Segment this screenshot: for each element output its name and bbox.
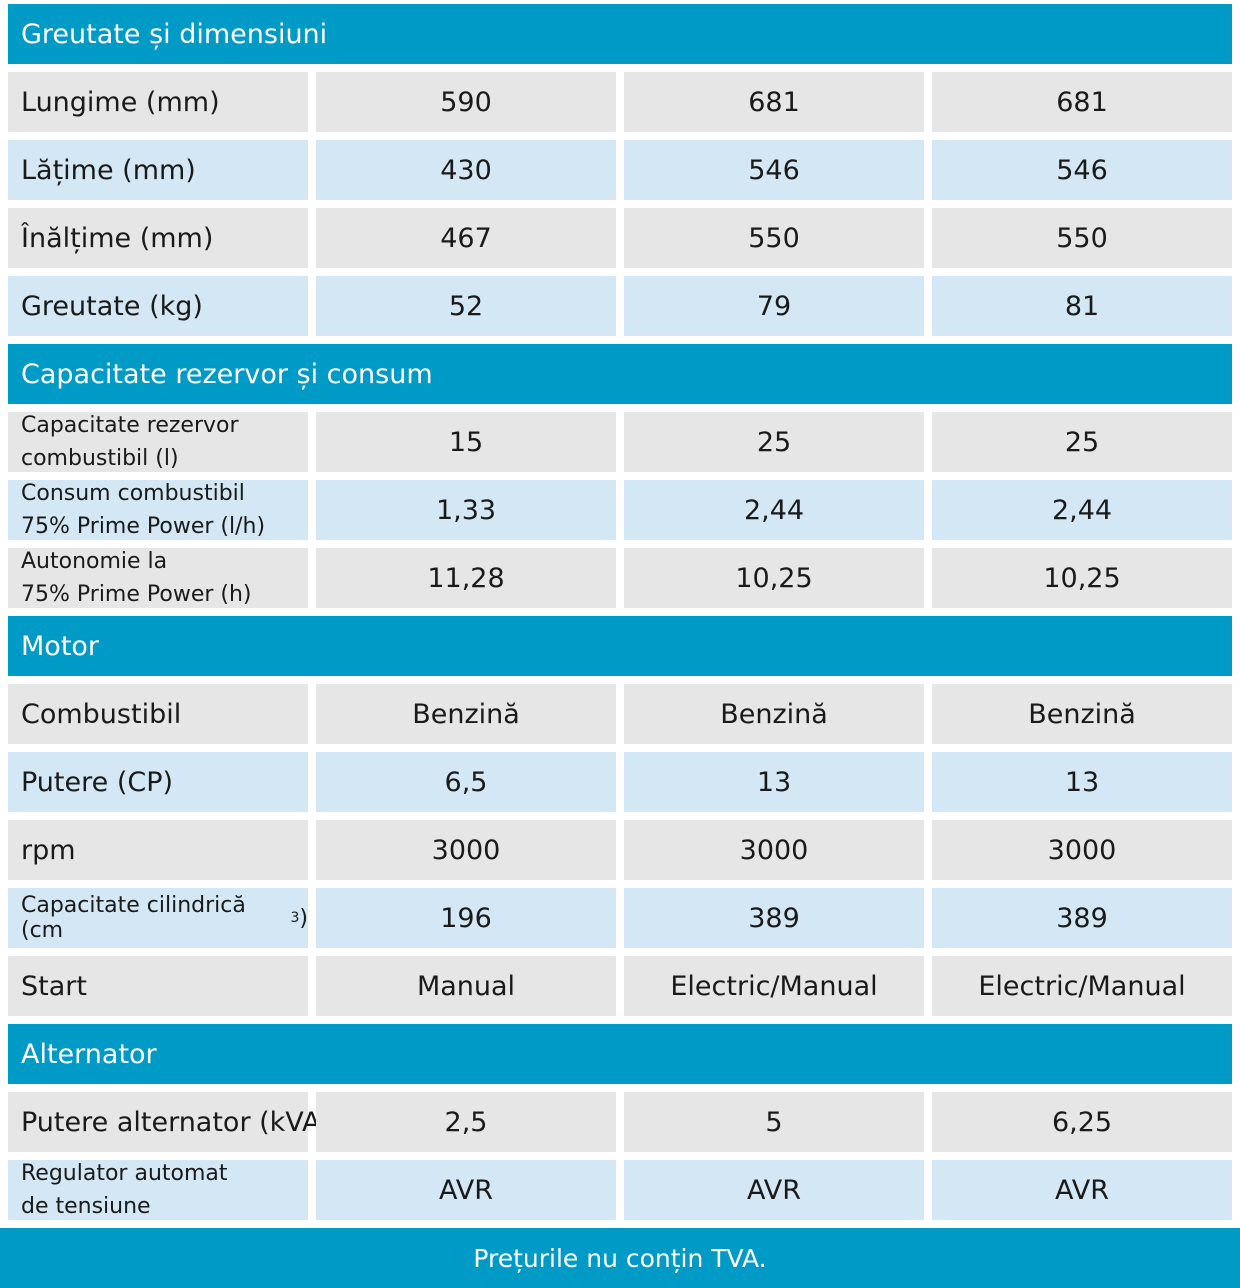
value-cell-model-3: 550 [932, 208, 1232, 268]
value-cell-model-3: Benzină [932, 684, 1232, 744]
table-row-rpm: rpm 3000 3000 3000 [8, 820, 1232, 880]
value-cell-model-1: 3000 [316, 820, 616, 880]
value-cell-model-1: 2,5 [316, 1092, 616, 1152]
row-label-superscript: 3 [290, 910, 300, 926]
value-cell-model-2: Benzină [624, 684, 924, 744]
section-title: Greutate și dimensiuni [21, 18, 328, 50]
value-cell-model-1: 15 [316, 412, 616, 472]
value-cell-model-3: 6,25 [932, 1092, 1232, 1152]
value-cell-model-3: 2,44 [932, 480, 1232, 540]
row-label-close: ) [299, 905, 308, 931]
value-cell-model-2: 681 [624, 72, 924, 132]
value-cell-model-3: 10,25 [932, 548, 1232, 608]
value-cell-model-1: 11,28 [316, 548, 616, 608]
row-label: Greutate (kg) [8, 276, 308, 336]
row-label: Lățime (mm) [8, 140, 308, 200]
value-cell-model-3: 546 [932, 140, 1232, 200]
value-cell-model-2: 79 [624, 276, 924, 336]
row-label: Autonomie la 75% Prime Power (h) [8, 548, 308, 608]
value-cell-model-2: 10,25 [624, 548, 924, 608]
value-cell-model-2: 3000 [624, 820, 924, 880]
section-header-alternator: Alternator [8, 1024, 1232, 1084]
table-row-consum: Consum combustibil 75% Prime Power (l/h)… [8, 480, 1232, 540]
value-cell-model-3: AVR [932, 1160, 1232, 1220]
value-cell-model-3: 25 [932, 412, 1232, 472]
table-row-inaltime: Înălțime (mm) 467 550 550 [8, 208, 1232, 268]
section-header-motor: Motor [8, 616, 1232, 676]
value-cell-model-2: 25 [624, 412, 924, 472]
section-title: Motor [21, 630, 100, 662]
value-cell-model-1: 6,5 [316, 752, 616, 812]
row-label: Capacitate cilindrică (cm 3) [8, 888, 308, 948]
row-label: Putere alternator (kVA) [8, 1092, 331, 1152]
value-cell-model-2: 2,44 [624, 480, 924, 540]
footer-text: Prețurile nu conțin TVA. [473, 1243, 767, 1273]
value-cell-model-1: 467 [316, 208, 616, 268]
table-row-putere-alternator: Putere alternator (kVA) 2,5 5 6,25 [8, 1092, 1232, 1152]
value-cell-model-1: AVR [316, 1160, 616, 1220]
section-title: Capacitate rezervor și consum [21, 358, 433, 390]
value-cell-model-2: 389 [624, 888, 924, 948]
value-cell-model-1: 196 [316, 888, 616, 948]
value-cell-model-3: 3000 [932, 820, 1232, 880]
table-row-lungime: Lungime (mm) 590 681 681 [8, 72, 1232, 132]
row-label: Consum combustibil 75% Prime Power (l/h) [8, 480, 308, 540]
section-header-dimensions: Greutate și dimensiuni [8, 4, 1232, 64]
table-row-start: Start Manual Electric/Manual Electric/Ma… [8, 956, 1232, 1016]
value-cell-model-3: 681 [932, 72, 1232, 132]
table-row-putere: Putere (CP) 6,5 13 13 [8, 752, 1232, 812]
value-cell-model-1: Benzină [316, 684, 616, 744]
section-title: Alternator [21, 1038, 157, 1070]
table-row-latime: Lățime (mm) 430 546 546 [8, 140, 1232, 200]
value-cell-model-2: AVR [624, 1160, 924, 1220]
row-label: Lungime (mm) [8, 72, 308, 132]
value-cell-model-2: 13 [624, 752, 924, 812]
table-row-regulator: Regulator automat de tensiune AVR AVR AV… [8, 1160, 1232, 1220]
table-row-autonomie: Autonomie la 75% Prime Power (h) 11,28 1… [8, 548, 1232, 608]
value-cell-model-3: 81 [932, 276, 1232, 336]
row-label: Capacitate rezervor combustibil (l) [8, 412, 308, 472]
value-cell-model-1: 1,33 [316, 480, 616, 540]
value-cell-model-3: 389 [932, 888, 1232, 948]
value-cell-model-3: 13 [932, 752, 1232, 812]
table-row-greutate: Greutate (kg) 52 79 81 [8, 276, 1232, 336]
value-cell-model-2: 550 [624, 208, 924, 268]
row-label: Start [8, 956, 308, 1016]
table-row-capacitate-rezervor: Capacitate rezervor combustibil (l) 15 2… [8, 412, 1232, 472]
row-label: rpm [8, 820, 308, 880]
row-label-text: Capacitate cilindrică (cm [21, 893, 246, 943]
row-label: Regulator automat de tensiune [8, 1160, 308, 1220]
row-label: Înălțime (mm) [8, 208, 308, 268]
value-cell-model-2: 5 [624, 1092, 924, 1152]
value-cell-model-2: 546 [624, 140, 924, 200]
row-label: Combustibil [8, 684, 308, 744]
row-label: Putere (CP) [8, 752, 308, 812]
table-row-combustibil: Combustibil Benzină Benzină Benzină [8, 684, 1232, 744]
value-cell-model-1: Manual [316, 956, 616, 1016]
section-header-tank: Capacitate rezervor și consum [8, 344, 1232, 404]
value-cell-model-1: 430 [316, 140, 616, 200]
value-cell-model-1: 590 [316, 72, 616, 132]
footer-note: Prețurile nu conțin TVA. [0, 1228, 1240, 1288]
table-row-capacitate-cilindrica: Capacitate cilindrică (cm 3) 196 389 389 [8, 888, 1232, 948]
value-cell-model-1: 52 [316, 276, 616, 336]
value-cell-model-2: Electric/Manual [624, 956, 924, 1016]
value-cell-model-3: Electric/Manual [932, 956, 1232, 1016]
